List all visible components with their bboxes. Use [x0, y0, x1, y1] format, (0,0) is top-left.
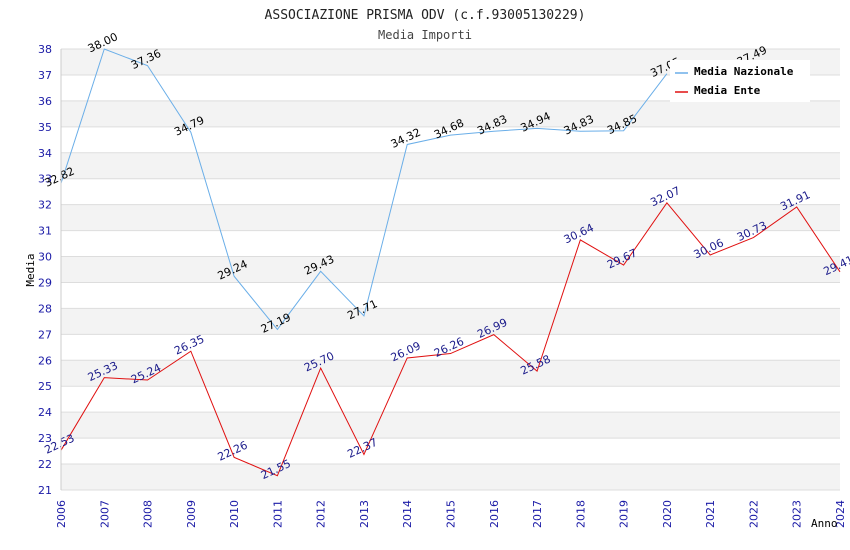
grid-band [61, 100, 840, 127]
x-tick-label: 2006 [55, 500, 68, 528]
y-tick-label: 25 [38, 380, 52, 393]
data-label: 22.26 [216, 439, 250, 464]
y-tick-label: 38 [38, 43, 52, 56]
grid-band [61, 412, 840, 439]
data-label: 26.35 [172, 332, 206, 357]
x-tick-label: 2009 [185, 500, 198, 528]
y-tick-label: 36 [38, 95, 52, 108]
grid-band [61, 464, 840, 490]
legend-background [670, 60, 810, 102]
x-tick-label: 2011 [271, 500, 284, 528]
y-tick-label: 29 [38, 276, 52, 289]
grid-band [61, 204, 840, 231]
x-tick-label: 2008 [142, 500, 155, 528]
y-tick-label: 35 [38, 121, 52, 134]
x-tick-label: 2017 [531, 500, 544, 528]
y-tick-label: 26 [38, 354, 52, 367]
x-tick-label: 2007 [98, 500, 111, 528]
x-tick-label: 2015 [445, 500, 458, 528]
x-tick-labels: 2006 2007 2008 2009 2010 2011 2012 2013 2014 2015… [55, 500, 847, 528]
x-tick-label: 2013 [358, 500, 371, 528]
grid-band [61, 308, 840, 335]
x-tick-label: 2018 [574, 500, 587, 528]
y-tick-label: 31 [38, 225, 52, 238]
x-tick-label: 2024 [834, 500, 847, 528]
series-line-nazionale [60, 48, 668, 331]
legend: Media Nazionale Media Ente [670, 60, 810, 102]
x-tick-label: 2023 [791, 500, 804, 528]
grid-band [61, 152, 840, 179]
data-label: 26.26 [432, 335, 466, 360]
y-tick-label: 30 [38, 251, 52, 264]
y-tick-labels: 21 22 23 24 25 26 27 28 29 30 31 32 33 34 35 36 37 38 [38, 43, 52, 497]
grid-bands [61, 49, 840, 490]
y-tick-label: 27 [38, 328, 52, 341]
x-tick-label: 2010 [228, 500, 241, 528]
x-tick-label: 2012 [315, 500, 328, 528]
y-tick-label: 33 [38, 173, 52, 186]
data-label: 32.82 [42, 165, 76, 190]
legend-label-nazionale: Media Nazionale [694, 65, 794, 78]
x-tick-label: 2022 [747, 500, 760, 528]
x-tick-label: 2019 [618, 500, 631, 528]
y-tick-label: 24 [38, 406, 52, 419]
y-tick-label: 37 [38, 69, 52, 82]
y-tick-label: 32 [38, 199, 52, 212]
x-tick-label: 2021 [704, 500, 717, 528]
chart-title: ASSOCIAZIONE PRISMA ODV (c.f.93005130229… [265, 8, 586, 23]
legend-label-ente: Media Ente [694, 84, 761, 97]
series-line-ente [60, 202, 841, 477]
chart-subtitle: Media Importi [378, 28, 472, 42]
x-tick-label: 2016 [488, 500, 501, 528]
data-label: 22.37 [345, 436, 379, 461]
y-tick-label: 23 [38, 432, 52, 445]
x-tick-label: 2014 [401, 500, 414, 528]
x-axis-label: Anno [811, 517, 838, 530]
y-tick-label: 21 [38, 484, 52, 497]
grid-band [61, 360, 840, 387]
y-tick-label: 28 [38, 302, 52, 315]
data-label: 34.32 [389, 126, 423, 151]
series-lines [60, 48, 841, 477]
grid-band [61, 256, 840, 283]
y-axis-label: Media [24, 253, 37, 286]
y-tick-label: 34 [38, 147, 52, 160]
x-tick-label: 2020 [661, 500, 674, 528]
y-tick-label: 22 [38, 458, 52, 471]
